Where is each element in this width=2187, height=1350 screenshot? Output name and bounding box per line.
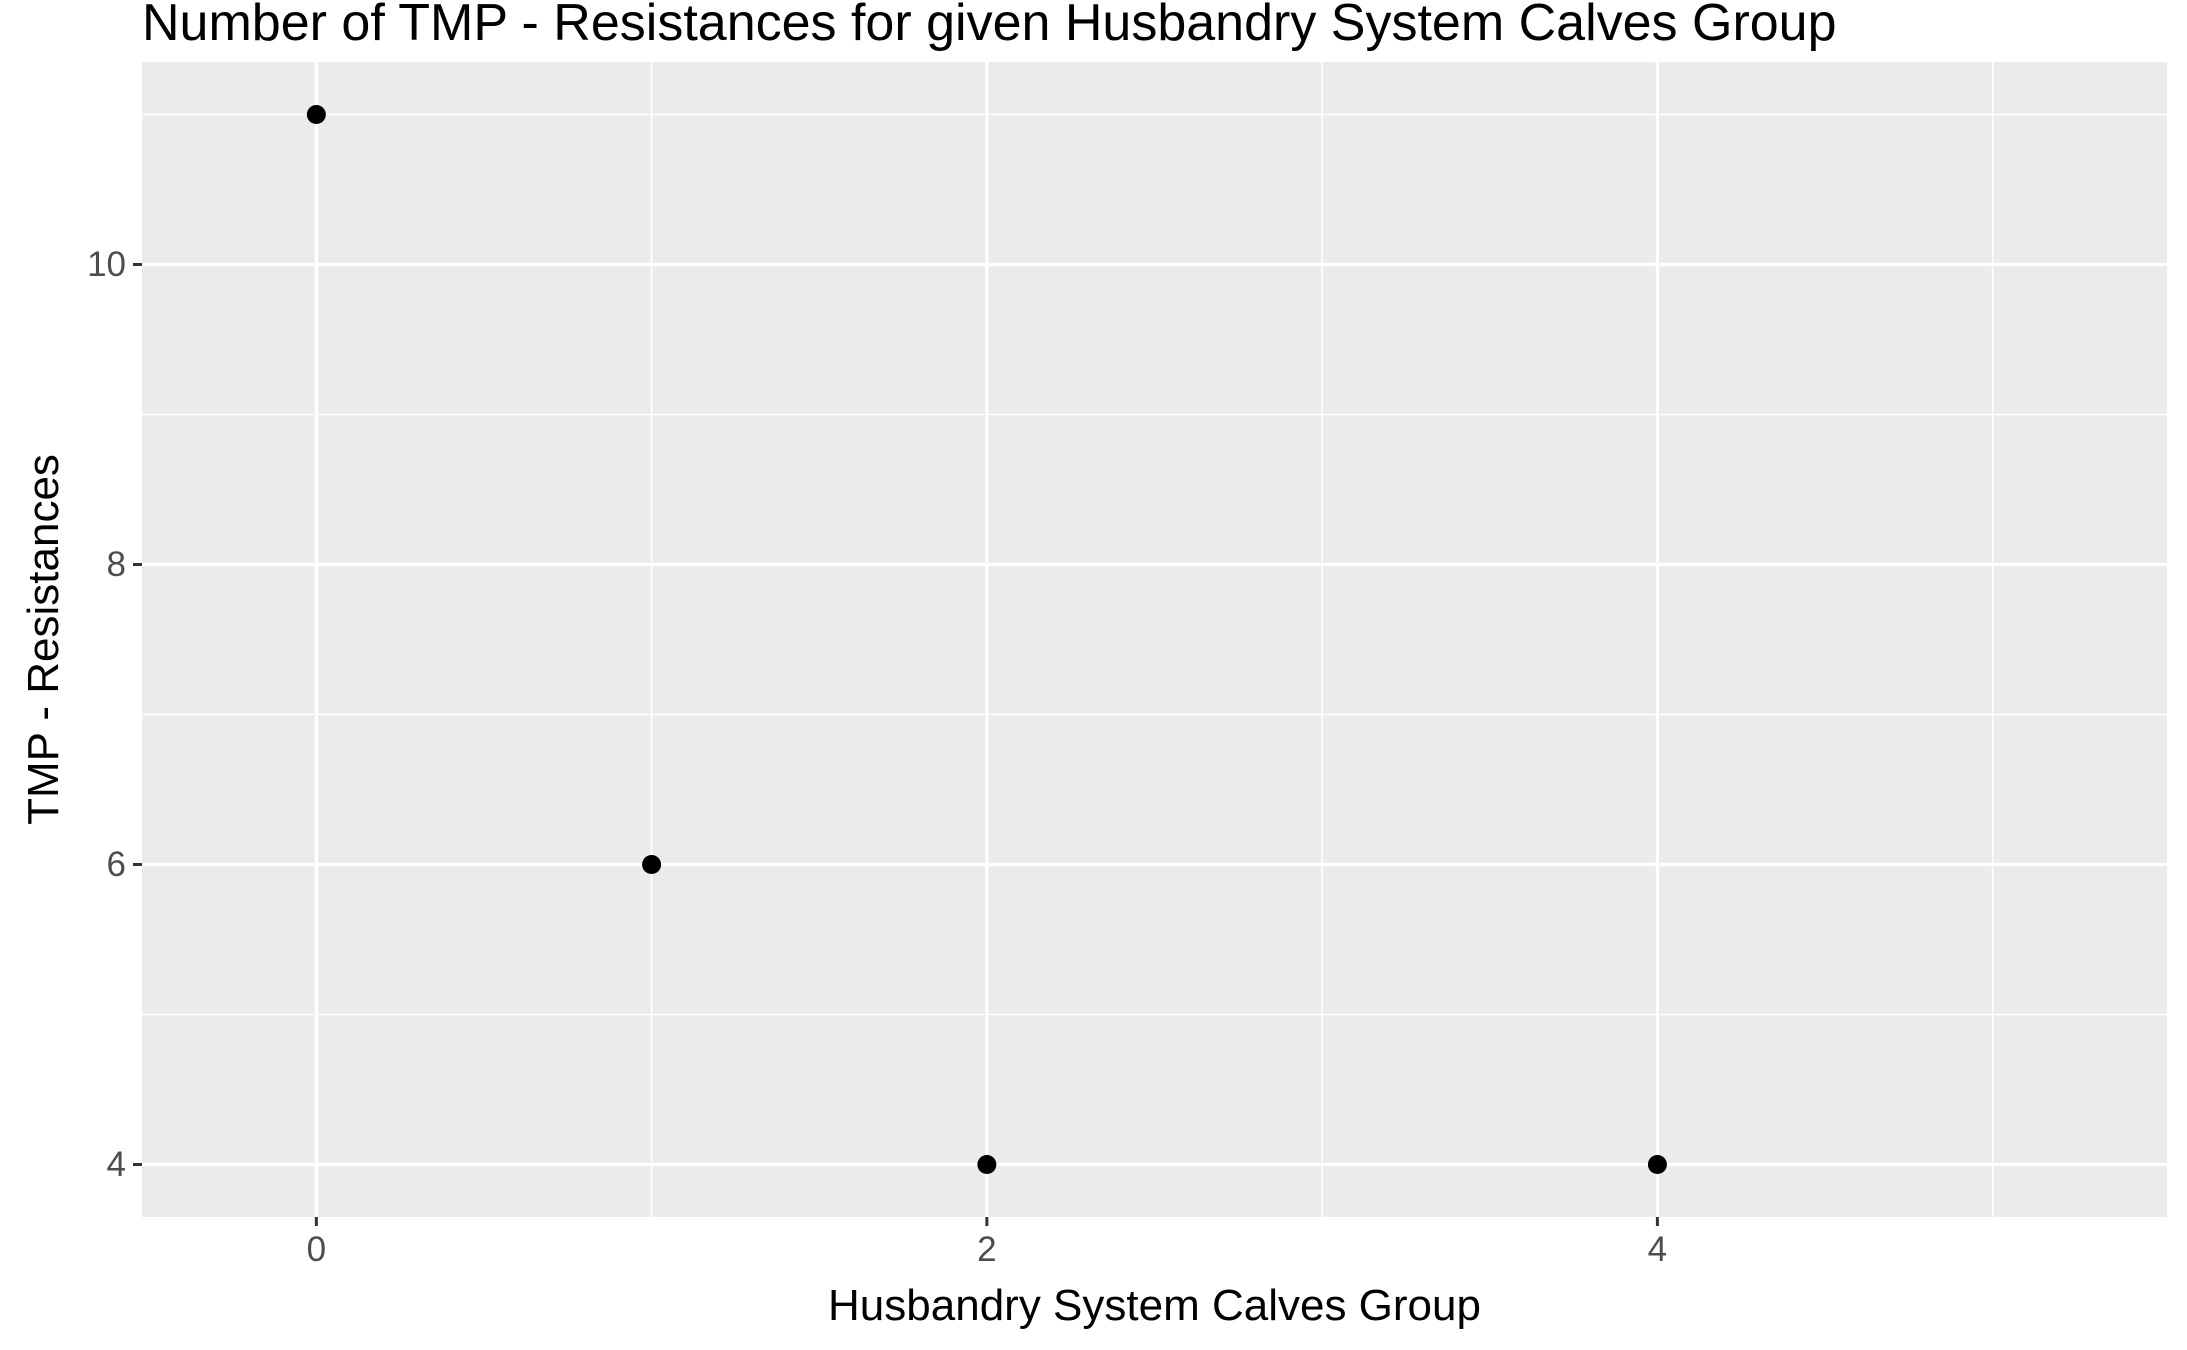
x-axis-ticks: 0 2 4 <box>307 1217 1667 1269</box>
major-gridlines <box>142 62 2167 1217</box>
data-point <box>1647 1155 1667 1174</box>
x-axis-title: Husbandry System Calves Group <box>828 1281 1481 1330</box>
y-tick-label: 8 <box>107 545 126 584</box>
x-tick-label: 4 <box>1648 1230 1667 1269</box>
data-point <box>642 855 662 874</box>
plot-panel <box>142 62 2167 1217</box>
y-tick-label: 4 <box>107 1145 126 1184</box>
y-axis-title: TMP - Resistances <box>19 454 68 825</box>
y-tick-label: 10 <box>87 245 126 284</box>
data-point <box>306 105 326 124</box>
y-axis-ticks: 4 6 8 10 <box>87 245 142 1184</box>
data-point <box>977 1155 997 1174</box>
minor-gridlines <box>142 62 2167 1217</box>
chart-title: Number of TMP - Resistances for given Hu… <box>142 0 1837 52</box>
y-tick-label: 6 <box>107 845 126 884</box>
x-tick-label: 2 <box>977 1230 996 1269</box>
x-tick-label: 0 <box>307 1230 326 1269</box>
data-points <box>306 105 1667 1174</box>
